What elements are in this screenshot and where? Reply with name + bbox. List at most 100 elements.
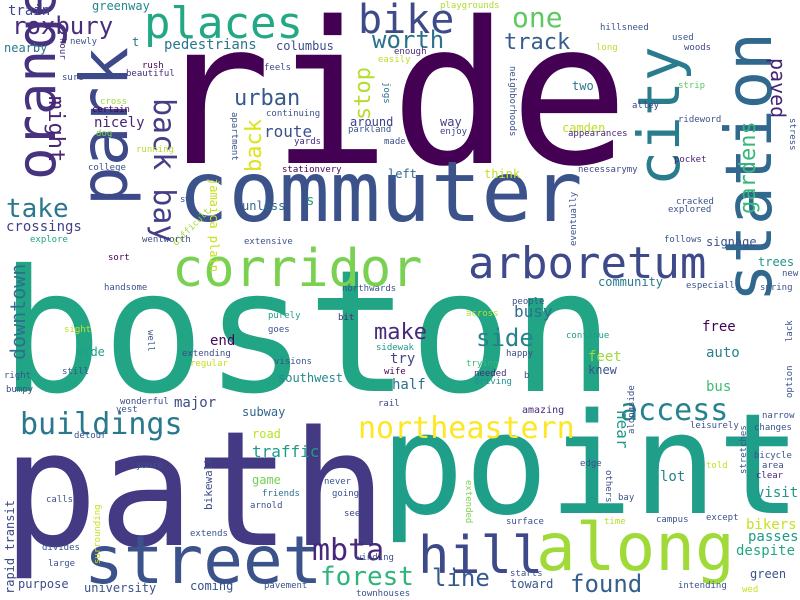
word-explored: explored [668, 205, 712, 215]
word-beautiful: beautiful [126, 69, 175, 79]
word-certain: certain [92, 105, 130, 115]
word-bus: bus [706, 379, 732, 395]
word-stop: stop [351, 67, 376, 120]
word-unless: unless [242, 199, 286, 213]
word-surface: surface [506, 517, 544, 527]
word-well: well [145, 330, 155, 352]
word-cracked: cracked [676, 197, 714, 207]
word-found: found [570, 570, 643, 598]
word-winding: winding [356, 553, 394, 563]
word-bay: bay [618, 493, 635, 503]
word-visit: visit [756, 485, 799, 501]
word-cross: cross [100, 97, 128, 107]
word-university: university [84, 581, 157, 595]
word-enough: enough [394, 47, 427, 57]
word-divides: divides [42, 543, 80, 553]
word-despite: despite [736, 543, 796, 559]
word-mbta: mbta [312, 533, 385, 568]
word-sidewak: sidewak [376, 343, 414, 353]
word-half: half [392, 377, 426, 393]
word-urban: urban [234, 86, 301, 111]
word-surrounding: surrounding [93, 504, 103, 564]
word-pedestrians: pedestrians [164, 37, 257, 53]
word-lack: lack [785, 320, 795, 342]
word-hillsneed: hillsneed [600, 23, 649, 33]
word-one: bike [358, 0, 455, 43]
word-easily: easily [378, 55, 411, 65]
word-nearby: nearby [4, 41, 48, 55]
word-stretches: stretches [739, 425, 749, 474]
word-paved: paved [766, 58, 790, 119]
word-might: might [43, 96, 68, 163]
word-columbus: columbus [276, 39, 334, 53]
word-handsome: handsome [104, 283, 148, 293]
word-rapid-transit: rapid transit [3, 500, 17, 594]
word-signage: signage [706, 235, 757, 249]
word-leisurely: leisurely [690, 421, 739, 431]
word-calls: calls [46, 495, 74, 505]
word-dog: dog [96, 129, 113, 139]
word-right: right [4, 371, 32, 381]
word-visions: visions [274, 357, 312, 367]
word-buildings: buildings [20, 407, 183, 442]
word-road: road [252, 427, 281, 441]
word-make: make [374, 320, 427, 345]
word-back: back [242, 119, 267, 172]
word-large: large [48, 559, 76, 569]
word-youre: youre [136, 461, 164, 471]
word-yards: yards [294, 137, 322, 147]
word-told: told [706, 461, 728, 471]
word-see: see [344, 509, 361, 519]
word-passes: passes [748, 529, 799, 545]
word-greenway: greenway [92, 0, 150, 13]
word-intending: intending [678, 581, 727, 591]
word-end: end [210, 333, 236, 349]
word-subway: subway [242, 405, 286, 419]
word-except: except [706, 513, 739, 523]
word-continuing: continuing [266, 109, 321, 119]
word-point: point [380, 384, 800, 547]
word-changes: changes [754, 423, 792, 433]
word-going: going [332, 489, 360, 499]
word-feels: feels [264, 63, 292, 73]
word-auto: auto [706, 345, 740, 361]
word-never: never [324, 477, 352, 487]
word-amazing: amazing [522, 405, 565, 416]
word-extending: extending [182, 349, 231, 359]
word-hour: hour [57, 38, 67, 60]
word-knew: knew [588, 363, 617, 377]
word-rideword: rideword [678, 115, 722, 125]
word-bicycle: bicycle [754, 451, 792, 461]
word-along: along [536, 509, 735, 586]
word-jamaica-plain: jamaica plain [207, 178, 221, 272]
word-worth: worth [372, 26, 445, 54]
word-alongside: alongside [627, 385, 637, 434]
word-access: access [620, 393, 729, 428]
word-orange-line: one [512, 1, 563, 34]
word-others: others [603, 470, 613, 503]
word-pavement: pavement [264, 581, 308, 591]
word-forest: forest [320, 562, 414, 592]
word-continue: continue [566, 331, 610, 341]
word-time: time [604, 517, 626, 527]
word-trees: trees [758, 255, 795, 269]
word-stress: stress [787, 118, 797, 151]
word-camden: camden [562, 121, 606, 135]
word-two: two [572, 79, 594, 93]
word-try: try [390, 351, 416, 367]
word-spring: spring [760, 283, 793, 293]
word-s: s [306, 193, 315, 209]
word-area: area [762, 461, 784, 471]
word-crossings: crossings [6, 219, 82, 235]
word-needed: needed [474, 369, 507, 379]
word-across: across [466, 309, 499, 319]
word-northeastern: northeastern [358, 411, 575, 446]
word-train: train [8, 3, 51, 19]
word-playgrounds: playgrounds [440, 1, 500, 11]
word-rail: rail [378, 399, 400, 409]
word-new: new [782, 269, 799, 279]
word-apartment: apartment [229, 112, 239, 161]
word-wide: wide [76, 345, 105, 359]
word-coming: coming [190, 579, 234, 593]
word-used: used [672, 33, 694, 43]
